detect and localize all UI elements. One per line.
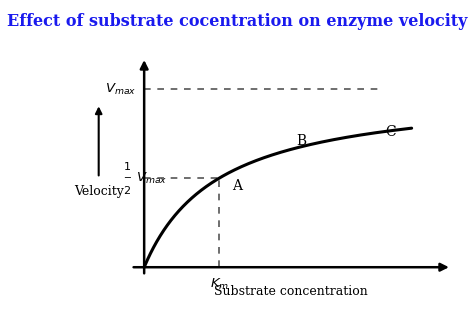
Text: $1$: $1$ [123, 160, 131, 172]
Text: $V_{max}$: $V_{max}$ [105, 82, 136, 97]
Text: $2$: $2$ [123, 184, 131, 196]
Text: Effect of substrate cocentration on enzyme velocity: Effect of substrate cocentration on enzy… [7, 13, 467, 30]
Text: A: A [232, 179, 242, 193]
Text: $V_{max}$: $V_{max}$ [136, 171, 167, 186]
Text: C: C [385, 125, 395, 139]
Text: Substrate concentration: Substrate concentration [214, 285, 368, 298]
Text: ─: ─ [124, 173, 130, 183]
Text: Velocity: Velocity [74, 185, 124, 198]
Text: $K_m$: $K_m$ [210, 277, 228, 292]
Text: B: B [297, 134, 307, 148]
